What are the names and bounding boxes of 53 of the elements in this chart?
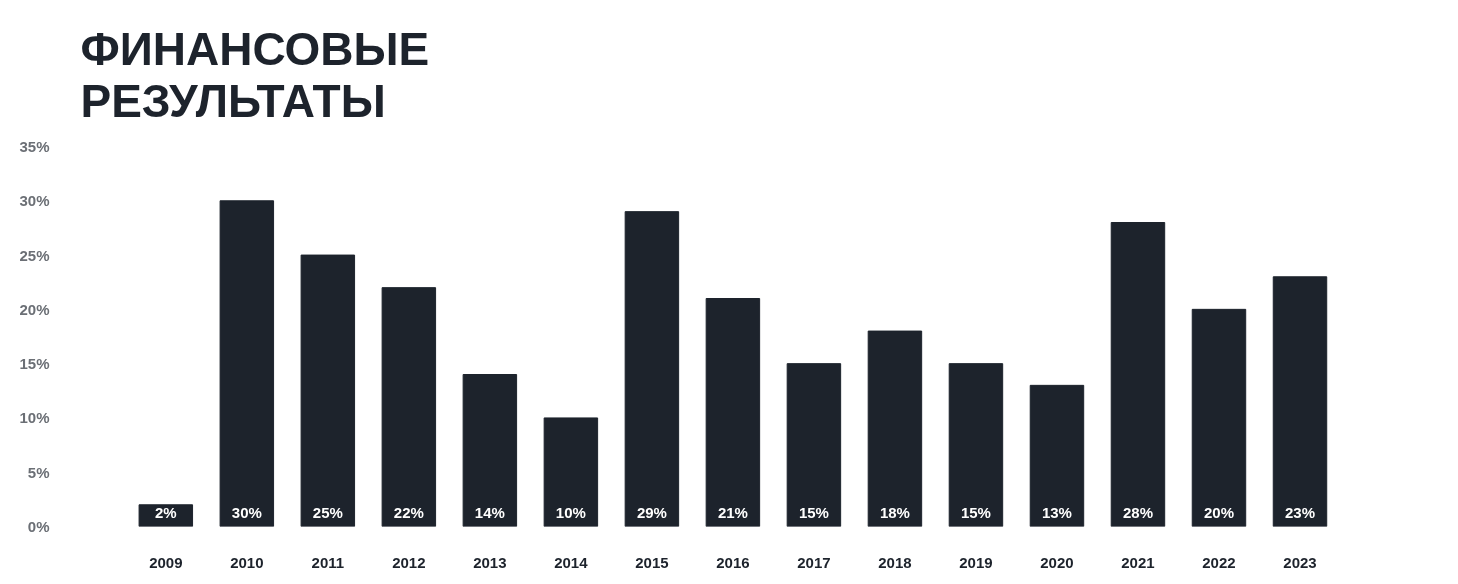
y-tick-label: 10% bbox=[19, 409, 50, 427]
bar bbox=[1272, 276, 1328, 527]
data-label: 23% bbox=[1284, 503, 1316, 521]
x-tick-label: 2019 bbox=[959, 553, 993, 571]
data-label: 14% bbox=[474, 503, 505, 521]
bar bbox=[543, 417, 599, 527]
x-tick-label: 2023 bbox=[1283, 553, 1317, 571]
bar bbox=[705, 298, 761, 527]
x-tick-label: 2020 bbox=[1040, 553, 1074, 571]
x-tick-label: 2011 bbox=[311, 553, 345, 571]
x-tick-label: 2017 bbox=[797, 553, 831, 571]
data-label: 20% bbox=[1203, 503, 1234, 521]
x-tick-label: 2015 bbox=[635, 553, 669, 571]
x-tick-label: 2009 bbox=[149, 553, 183, 571]
y-tick-label: 0% bbox=[27, 518, 50, 535]
bar bbox=[624, 211, 680, 527]
data-label: 2% bbox=[154, 503, 177, 521]
y-tick-label: 20% bbox=[19, 300, 50, 318]
data-label: 18% bbox=[879, 503, 910, 521]
data-label: 15% bbox=[960, 503, 991, 521]
data-label: 29% bbox=[636, 503, 667, 521]
x-tick-label: 2010 bbox=[230, 553, 264, 571]
y-tick-label: 5% bbox=[27, 463, 50, 481]
data-label: 30% bbox=[231, 503, 262, 521]
data-label: 15% bbox=[798, 503, 829, 521]
bar bbox=[1029, 384, 1085, 527]
data-label: 22% bbox=[393, 503, 424, 521]
data-label: 10% bbox=[555, 503, 586, 521]
bar bbox=[867, 330, 923, 527]
x-tick-label: 2013 bbox=[473, 553, 507, 571]
y-tick-label: 15% bbox=[19, 355, 50, 373]
y-tick-label: 30% bbox=[19, 192, 50, 210]
x-tick-label: 2022 bbox=[1202, 553, 1236, 571]
bar bbox=[948, 363, 1004, 527]
data-label: 13% bbox=[1041, 503, 1072, 521]
bar bbox=[1191, 308, 1247, 527]
data-label: 21% bbox=[717, 503, 748, 521]
bar bbox=[219, 200, 275, 527]
data-label: 25% bbox=[312, 503, 343, 521]
y-tick-label: 25% bbox=[19, 246, 50, 264]
x-tick-label: 2012 bbox=[392, 553, 426, 571]
data-label: 28% bbox=[1122, 503, 1153, 521]
bar bbox=[1110, 222, 1166, 527]
bar bbox=[381, 287, 437, 527]
bar bbox=[462, 374, 518, 527]
x-tick-label: 2016 bbox=[716, 553, 750, 571]
bar bbox=[300, 254, 356, 527]
chart-title: ФИНАНСОВЫЕ РЕЗУЛЬТАТЫ bbox=[80, 22, 430, 127]
x-tick-label: 2014 bbox=[554, 553, 589, 571]
y-tick-label: 35% bbox=[19, 138, 50, 155]
x-tick-label: 2021 bbox=[1121, 553, 1155, 571]
bar bbox=[786, 363, 842, 527]
x-tick-label: 2018 bbox=[878, 553, 912, 571]
